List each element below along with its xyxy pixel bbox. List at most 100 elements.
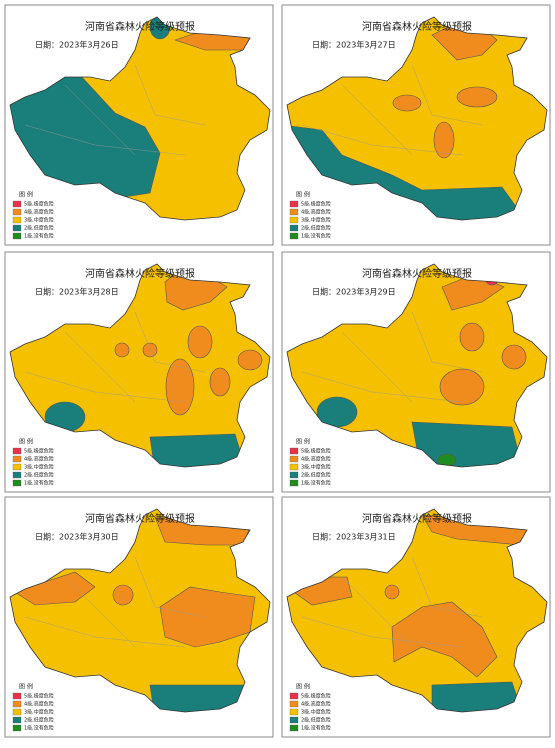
legend-label: 1级,没有危险 — [301, 725, 331, 732]
legend-swatch — [12, 447, 22, 455]
legend-label: 5级,极度危险 — [24, 201, 54, 208]
legend-label: 3级,中度危险 — [301, 709, 331, 716]
province-border — [9, 16, 271, 221]
legend-label: 1级,没有危险 — [24, 480, 54, 487]
county-border — [411, 311, 483, 373]
legend-swatch — [289, 447, 299, 455]
legend-swatch — [12, 224, 22, 232]
legend-swatch — [289, 224, 299, 232]
legend-swatch — [12, 708, 22, 716]
legend-swatch — [12, 455, 22, 463]
legend-swatch — [289, 471, 299, 479]
county-border — [64, 84, 136, 156]
county-border — [341, 576, 413, 648]
risk-zone — [384, 584, 400, 600]
legend-swatch — [12, 716, 22, 724]
legend-label: 2级,低度危险 — [301, 225, 331, 232]
map-date: 日期：2023年3月28日 — [35, 287, 119, 297]
legend-label: 3级,中度危险 — [24, 464, 54, 471]
legend-title: 图 例 — [19, 683, 33, 691]
county-border — [64, 331, 136, 403]
legend-label: 2级,低度危险 — [301, 717, 331, 724]
legend-label: 4级,高度危险 — [301, 209, 331, 216]
risk-zone — [237, 349, 263, 371]
county-border — [301, 371, 463, 403]
legend-label: 5级,极度危险 — [24, 693, 54, 700]
county-border — [24, 616, 186, 648]
county-border — [341, 331, 413, 403]
legend-label: 2级,低度危险 — [24, 717, 54, 724]
legend-swatch — [289, 232, 299, 240]
legend-label: 5级,极度危险 — [301, 448, 331, 455]
county-border — [134, 556, 206, 618]
legend-label: 5级,极度危险 — [301, 693, 331, 700]
legend-label: 2级,低度危险 — [301, 472, 331, 479]
province-border — [286, 508, 548, 713]
legend-label: 4级,高度危险 — [301, 456, 331, 463]
county-border — [301, 124, 463, 156]
legend-title: 图 例 — [296, 191, 310, 199]
legend-swatch — [289, 716, 299, 724]
map-date: 日期：2023年3月29日 — [312, 287, 396, 297]
legend-title: 图 例 — [19, 191, 33, 199]
legend-swatch — [289, 700, 299, 708]
province-border — [286, 263, 548, 468]
legend-swatch — [12, 232, 22, 240]
legend-label: 4级,高度危险 — [24, 456, 54, 463]
county-border — [24, 124, 186, 156]
legend-swatch — [12, 463, 22, 471]
province-border — [9, 508, 271, 713]
legend-label: 1级,没有危险 — [301, 480, 331, 487]
risk-zones — [316, 274, 527, 467]
legend-title: 图 例 — [296, 438, 310, 446]
legend-swatch — [289, 708, 299, 716]
county-border — [411, 64, 483, 126]
legend-swatch — [12, 208, 22, 216]
map-title: 河南省森林火险等级预报 — [85, 20, 195, 33]
risk-zone — [433, 121, 455, 159]
legend-swatch — [289, 724, 299, 732]
county-border — [301, 616, 463, 648]
legend-swatch — [12, 216, 22, 224]
map-date: 日期：2023年3月31日 — [312, 532, 396, 542]
map-title: 河南省森林火险等级预报 — [362, 512, 472, 525]
map-title: 河南省森林火险等级预报 — [362, 267, 472, 280]
legend-label: 3级,中度危险 — [301, 464, 331, 471]
legend-label: 5级,极度危险 — [24, 448, 54, 455]
legend-swatch — [289, 479, 299, 487]
legend-title: 图 例 — [19, 438, 33, 446]
county-border — [24, 371, 186, 403]
legend-label: 2级,低度危险 — [24, 225, 54, 232]
province — [10, 509, 270, 712]
county-border — [341, 84, 413, 156]
legend-swatch — [289, 200, 299, 208]
map-date: 日期：2023年3月27日 — [312, 40, 396, 50]
risk-zone — [459, 322, 485, 352]
risk-zone — [112, 584, 134, 606]
legend-label: 1级,没有危险 — [24, 725, 54, 732]
map-title: 河南省森林火险等级预报 — [362, 20, 472, 33]
legend-label: 2级,低度危险 — [24, 472, 54, 479]
legend-label: 4级,高度危险 — [24, 209, 54, 216]
risk-zone — [114, 342, 130, 358]
legend-label: 3级,中度危险 — [24, 709, 54, 716]
risk-zone — [456, 86, 498, 108]
legend-swatch — [12, 471, 22, 479]
legend-label: 1级,没有危险 — [301, 233, 331, 240]
risk-zone — [392, 94, 422, 112]
legend-swatch — [12, 479, 22, 487]
county-border — [411, 556, 483, 618]
legend-label: 1级,没有危险 — [24, 233, 54, 240]
legend-swatch — [289, 455, 299, 463]
legend-label: 4级,高度危险 — [301, 701, 331, 708]
province-border — [286, 16, 548, 221]
risk-zone — [391, 601, 498, 678]
county-border — [64, 576, 136, 648]
legend-swatch — [289, 692, 299, 700]
county-border — [134, 311, 206, 373]
